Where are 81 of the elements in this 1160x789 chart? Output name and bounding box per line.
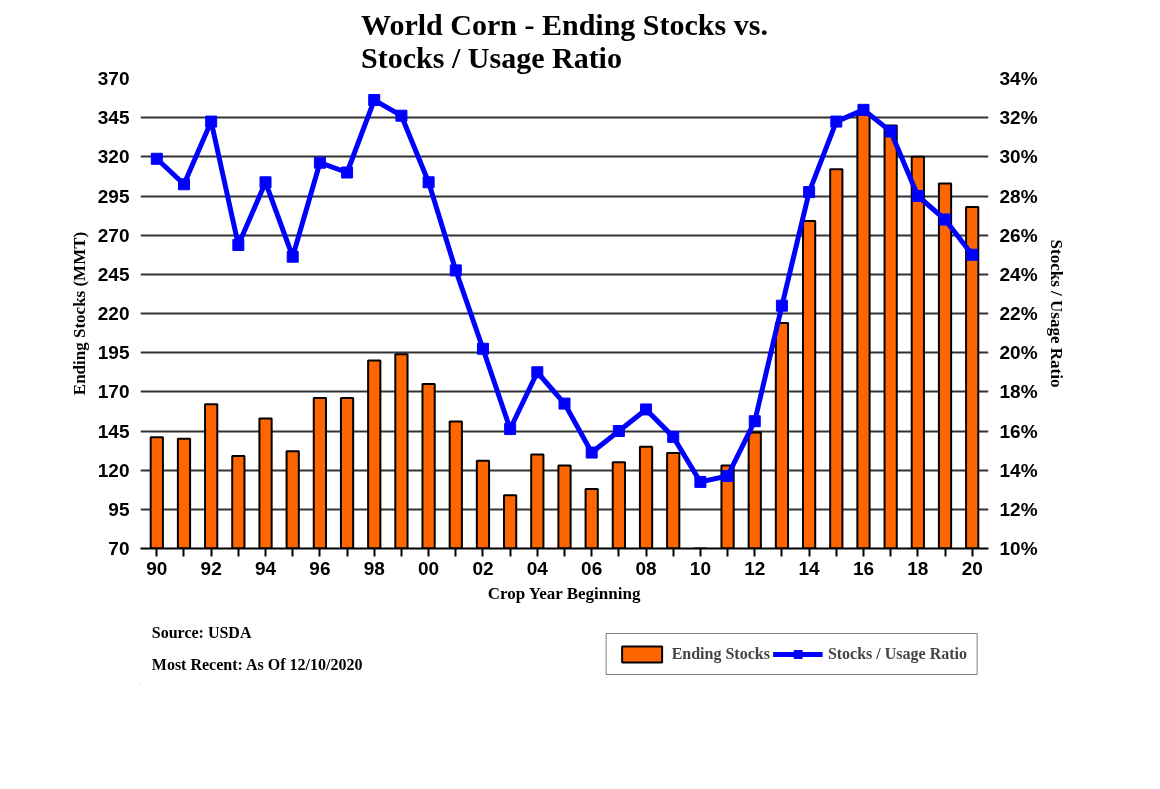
x-tick-label: 06 bbox=[581, 557, 603, 579]
point bbox=[205, 115, 218, 128]
point bbox=[286, 250, 299, 263]
y2-tick-label: 10% bbox=[999, 538, 1038, 559]
y-tick-label: 70 bbox=[108, 538, 130, 559]
y2-tick-label: 26% bbox=[999, 224, 1038, 246]
point bbox=[259, 176, 272, 189]
y-tick-label: 295 bbox=[97, 185, 130, 207]
y2-tick-label: 30% bbox=[999, 146, 1038, 168]
y2-tick-label: 14% bbox=[999, 459, 1038, 481]
x-tick-label: 96 bbox=[309, 557, 331, 579]
x-tick-label: 08 bbox=[635, 557, 657, 579]
point bbox=[504, 423, 517, 436]
y-tick-label: 270 bbox=[97, 224, 130, 246]
point bbox=[884, 125, 897, 138]
point bbox=[857, 103, 870, 116]
legend-label: Stocks / Usage Ratio bbox=[827, 645, 967, 663]
point bbox=[748, 415, 761, 428]
x-tick-label: 12 bbox=[744, 557, 766, 579]
source-note: Source: USDA bbox=[151, 623, 252, 641]
x-tick-label: 16 bbox=[852, 557, 875, 579]
y2-tick-label: 24% bbox=[999, 263, 1038, 285]
point bbox=[585, 446, 598, 459]
x-tick-label: 18 bbox=[907, 557, 929, 579]
y-tick-label: 95 bbox=[108, 498, 130, 520]
x-tick-label: 92 bbox=[200, 557, 222, 579]
point bbox=[775, 299, 788, 312]
point bbox=[177, 178, 190, 191]
y-axis-title: Ending Stocks (MMT) bbox=[69, 231, 89, 396]
x-tick-label: 90 bbox=[146, 557, 168, 579]
point bbox=[150, 152, 163, 165]
point bbox=[721, 470, 734, 483]
point bbox=[667, 430, 680, 443]
x-axis-title: Crop Year Beginning bbox=[487, 583, 641, 603]
y-tick-label: 120 bbox=[97, 459, 130, 481]
y-tick-label: 220 bbox=[97, 303, 130, 324]
point bbox=[341, 166, 354, 179]
y2-tick-label: 32% bbox=[999, 107, 1038, 129]
point bbox=[966, 248, 979, 261]
point bbox=[531, 366, 544, 379]
point bbox=[558, 397, 571, 410]
y-tick-label: 195 bbox=[97, 342, 130, 364]
x-tick-label: 20 bbox=[961, 557, 983, 579]
y-tick-label: 345 bbox=[97, 107, 130, 129]
legend-label: Ending Stocks bbox=[671, 645, 770, 663]
y2-tick-label: 18% bbox=[999, 381, 1038, 403]
point bbox=[640, 403, 653, 416]
y2-axis-title: Stocks / Usage Ratio bbox=[1046, 239, 1066, 388]
y2-tick-label: 28% bbox=[999, 185, 1038, 207]
point bbox=[830, 115, 843, 128]
y-tick-label: 370 bbox=[97, 68, 130, 89]
point bbox=[803, 186, 816, 199]
x-tick-label: 00 bbox=[418, 557, 440, 579]
text: Most Recent: As Of 12/10/2020 bbox=[151, 655, 363, 673]
y-tick-label: 320 bbox=[97, 146, 130, 168]
point bbox=[232, 238, 245, 251]
x-tick-label: 04 bbox=[526, 557, 549, 579]
x-tick-label: 94 bbox=[254, 557, 277, 579]
y2-tick-label: 16% bbox=[999, 420, 1038, 442]
y-tick-label: 170 bbox=[97, 381, 130, 403]
x-tick-label: 02 bbox=[472, 557, 494, 579]
point bbox=[939, 213, 952, 226]
y2-tick-label: 20% bbox=[999, 342, 1038, 364]
point bbox=[694, 475, 707, 488]
point bbox=[368, 94, 381, 107]
point bbox=[612, 425, 625, 437]
point bbox=[911, 190, 924, 202]
point bbox=[395, 109, 408, 122]
y2-tick-label: 22% bbox=[999, 303, 1038, 324]
x-tick-label: 98 bbox=[363, 557, 385, 579]
point bbox=[476, 342, 489, 355]
point bbox=[422, 176, 435, 189]
y2-tick-label: 12% bbox=[999, 498, 1038, 520]
chart-title: World Corn - Ending Stocks vs. Stocks / Usage Ratio bbox=[361, 7, 768, 74]
point bbox=[449, 264, 462, 277]
y-tick-label: 245 bbox=[97, 263, 130, 285]
point bbox=[313, 156, 326, 169]
x-tick-label: 10 bbox=[689, 557, 711, 579]
y-tick-label: 145 bbox=[97, 420, 130, 442]
y2-tick-label: 34% bbox=[999, 68, 1038, 89]
x-tick-label: 14 bbox=[798, 557, 821, 579]
